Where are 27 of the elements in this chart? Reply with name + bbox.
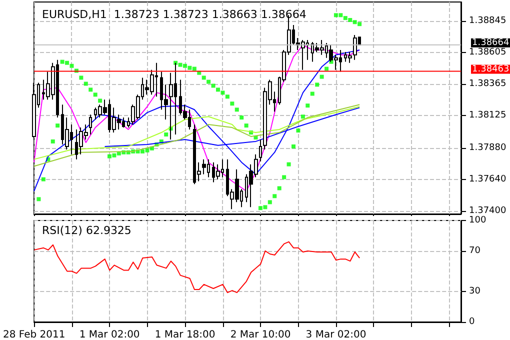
ref-line-label: 1.38463 [472,64,510,74]
x-tick-label: 2 Mar 10:00 [230,330,291,340]
x-tick-label: 28 Feb 2011 [2,330,66,340]
y-tick-label: 1.37640 [469,174,506,184]
candlestick [202,158,206,175]
y-tick-label: 100 [469,216,486,226]
y-tick-label: 1.38605 [469,48,506,58]
y-tick-label: 0 [469,317,475,327]
x-tick-label: 1 Mar 18:00 [154,330,216,340]
x-tick-label: 1 Mar 02:00 [79,330,140,340]
chart-title: RSI(12) 62.9325 [42,224,132,237]
y-tick-label: 1.38845 [469,16,506,26]
candlestick [259,138,262,162]
x-tick-label: 3 Mar 02:00 [306,330,366,340]
ref-line-label: 1.38664 [472,38,510,48]
y-tick-label: 1.37400 [469,206,506,216]
y-tick-label: 1.37880 [469,142,506,153]
candlestick [353,34,357,60]
y-tick-label: 1.38125 [469,110,506,121]
candlestick [89,114,92,135]
candlestick [216,164,220,180]
text: EURUSD,H1 1.38723 1.38723 1.38663 1.38664 [42,8,306,21]
y-tick-label: 1.38365 [469,79,506,90]
y-tick-label: 30 [469,286,481,297]
line-series [34,241,360,294]
y-tick-label: 70 [469,246,481,256]
candlestick [348,51,352,64]
